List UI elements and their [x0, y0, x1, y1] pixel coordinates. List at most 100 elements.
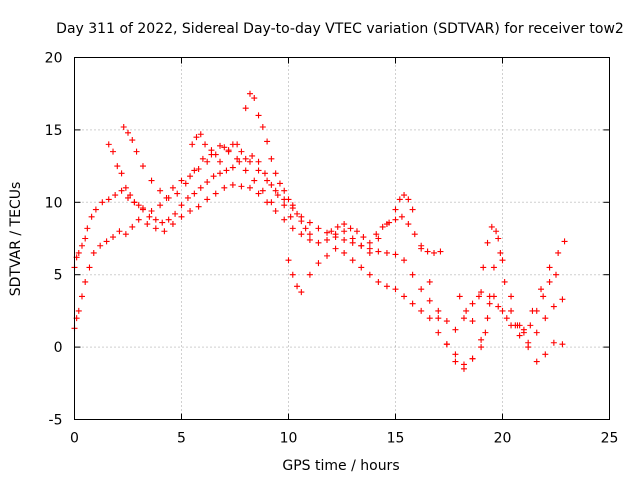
data-point [238, 148, 245, 155]
data-point [114, 163, 121, 170]
data-point [75, 249, 82, 256]
data-point [97, 242, 104, 249]
data-point [499, 257, 506, 264]
data-point [437, 248, 444, 255]
data-point [497, 249, 504, 256]
data-point [460, 361, 467, 368]
data-point [418, 286, 425, 293]
data-point [229, 164, 236, 171]
data-point [392, 286, 399, 293]
data-point [234, 141, 241, 148]
x-tick-label: 10 [280, 431, 298, 447]
data-point [435, 329, 442, 336]
data-point [152, 225, 159, 232]
data-point [392, 251, 399, 258]
data-point [328, 228, 335, 235]
data-point [508, 322, 515, 329]
data-point [133, 148, 140, 155]
data-point [187, 207, 194, 214]
data-point [204, 158, 211, 165]
data-point [482, 329, 489, 336]
data-point [221, 184, 228, 191]
x-axis-label: GPS time / hours [282, 458, 399, 474]
data-point [366, 249, 373, 256]
data-point [469, 355, 476, 362]
data-point [191, 167, 198, 174]
data-point [259, 124, 266, 131]
data-point [405, 196, 412, 203]
data-point [242, 105, 249, 112]
x-tick-label: 20 [494, 431, 512, 447]
data-point [169, 221, 176, 228]
data-point [246, 184, 253, 191]
data-point [501, 278, 508, 285]
data-point [191, 190, 198, 197]
data-point [148, 177, 155, 184]
data-point [546, 264, 553, 271]
data-point [78, 293, 85, 300]
data-point [178, 177, 185, 184]
chart-title: Day 311 of 2022, Sidereal Day-to-day VTE… [56, 21, 624, 37]
data-point [225, 148, 232, 155]
data-point [246, 90, 253, 97]
data-point [92, 206, 99, 213]
data-point [144, 221, 151, 228]
data-point [246, 158, 253, 165]
data-point [411, 231, 418, 238]
data-point [281, 202, 288, 209]
data-point [272, 207, 279, 214]
data-point [152, 216, 159, 223]
data-point [484, 239, 491, 246]
data-point [249, 152, 256, 159]
data-point [118, 187, 125, 194]
data-point [561, 238, 568, 245]
data-point [306, 271, 313, 278]
data-point [229, 181, 236, 188]
data-point [208, 151, 215, 158]
data-point [341, 249, 348, 256]
data-point [105, 141, 112, 148]
data-point [435, 307, 442, 314]
data-point [199, 155, 206, 162]
data-point [315, 239, 322, 246]
data-point [527, 322, 534, 329]
data-point [375, 278, 382, 285]
data-point [514, 322, 521, 329]
data-point [520, 329, 527, 336]
data-point [184, 194, 191, 201]
data-point [255, 158, 262, 165]
data-point [261, 170, 268, 177]
data-point [195, 203, 202, 210]
data-point [478, 336, 485, 343]
data-point [135, 202, 142, 209]
data-point [533, 307, 540, 314]
data-point [443, 318, 450, 325]
data-point [424, 248, 431, 255]
data-point [272, 170, 279, 177]
data-point [242, 167, 249, 174]
data-point [157, 187, 164, 194]
data-point [366, 239, 373, 246]
data-point [165, 194, 172, 201]
data-point [469, 318, 476, 325]
y-tick-label: 5 [54, 268, 63, 284]
data-point [533, 358, 540, 365]
data-point [255, 190, 262, 197]
data-point [358, 242, 365, 249]
data-point [148, 207, 155, 214]
data-point [349, 235, 356, 242]
data-point [165, 216, 172, 223]
data-point [105, 196, 112, 203]
data-point [503, 315, 510, 322]
y-tick-label: -5 [49, 413, 63, 429]
y-tick-label: 0 [54, 340, 63, 356]
data-point [508, 307, 515, 314]
data-point [488, 223, 495, 230]
data-point [555, 249, 562, 256]
data-point [383, 249, 390, 256]
data-point [315, 260, 322, 267]
data-point [463, 307, 470, 314]
data-point [289, 202, 296, 209]
data-point [217, 170, 224, 177]
data-point [401, 192, 408, 199]
